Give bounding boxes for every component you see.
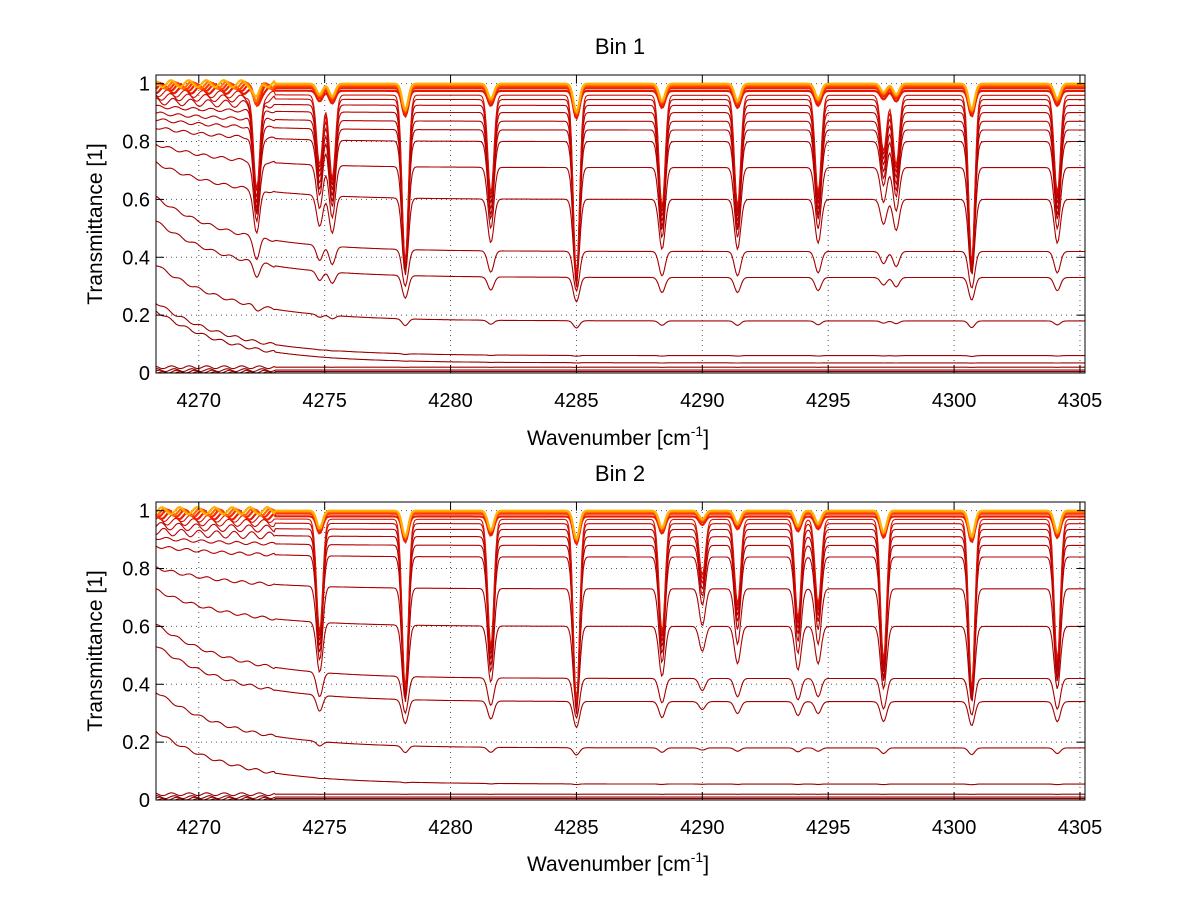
series-line-2 bbox=[155, 368, 1085, 373]
y-tick-label: 0.2 bbox=[122, 305, 150, 327]
series-line-8 bbox=[155, 195, 1085, 293]
chart-panel-bin-1: Bin 1 4270 4275 4280 4285 4290 4295 4300 4305 0 0… bbox=[84, 34, 1102, 450]
x-tick-label: 4300 bbox=[932, 817, 977, 839]
series-line-11 bbox=[155, 127, 1085, 286]
series-line-1 bbox=[155, 796, 1085, 801]
series-line-16 bbox=[155, 93, 1085, 277]
axes-frame bbox=[155, 501, 1086, 801]
x-tick-label: 4305 bbox=[1058, 817, 1103, 839]
ticks: 4270 4275 4280 4285 4290 4295 4300 4305 0 0.2 0.4 0… bbox=[122, 501, 1102, 839]
series-line-11 bbox=[155, 536, 1085, 711]
series-line-5 bbox=[155, 303, 1085, 357]
x-tick-label: 4285 bbox=[554, 390, 599, 412]
chart-title: Bin 2 bbox=[595, 461, 645, 486]
y-tick-label: 1 bbox=[139, 74, 150, 96]
series-line-2 bbox=[155, 795, 1085, 800]
series-line-15 bbox=[155, 97, 1085, 279]
y-tick-label: 0.6 bbox=[122, 616, 150, 638]
series-line-13 bbox=[155, 111, 1085, 285]
y-tick-label: 0.4 bbox=[122, 674, 150, 696]
series-line-18 bbox=[155, 85, 1085, 121]
chart-title: Bin 1 bbox=[595, 34, 645, 59]
series-line-16 bbox=[155, 510, 1085, 547]
y-tick-label: 0.6 bbox=[122, 189, 150, 211]
y-axis-label: Transmittance [1] bbox=[84, 143, 107, 304]
y-tick-label: 0 bbox=[139, 363, 150, 385]
series-line-17 bbox=[155, 89, 1085, 276]
y-tick-label: 0.8 bbox=[122, 559, 150, 581]
series-line-12 bbox=[155, 118, 1085, 288]
series-line-8 bbox=[155, 588, 1085, 708]
series-line-4 bbox=[155, 730, 1085, 786]
series-line-1 bbox=[155, 369, 1085, 374]
series-group bbox=[155, 79, 1085, 374]
y-tick-label: 0.2 bbox=[122, 732, 150, 754]
x-axis-label: Wavenumber [cm-1] bbox=[527, 423, 709, 450]
x-axis-label: Wavenumber [cm-1] bbox=[527, 849, 709, 876]
series-line-19 bbox=[155, 82, 1085, 118]
series-line-13 bbox=[155, 522, 1085, 705]
x-tick-label: 4270 bbox=[177, 817, 222, 839]
series-line-18 bbox=[155, 507, 1085, 543]
x-tick-label: 4270 bbox=[177, 390, 222, 412]
series-line-10 bbox=[155, 143, 1085, 281]
x-tick-label: 4295 bbox=[806, 390, 851, 412]
series-line-4 bbox=[155, 310, 1085, 364]
y-axis-label: Transmittance [1] bbox=[84, 570, 107, 731]
axes-frame bbox=[155, 74, 1086, 374]
chart-panel-bin-2: Bin 2 4270 4275 4280 4285 4290 4295 4300 4305 0 0… bbox=[84, 461, 1102, 876]
x-tick-label: 4275 bbox=[302, 817, 347, 839]
series-group bbox=[155, 506, 1085, 801]
x-tick-label: 4290 bbox=[680, 390, 725, 412]
series-line-5 bbox=[155, 692, 1085, 756]
series-line-17 bbox=[155, 508, 1085, 544]
y-tick-label: 0 bbox=[139, 790, 150, 812]
series-line-7 bbox=[155, 623, 1085, 720]
y-tick-label: 0.4 bbox=[122, 247, 150, 269]
x-tick-label: 4305 bbox=[1058, 390, 1103, 412]
series-line-20 bbox=[155, 81, 1085, 117]
series-line-15 bbox=[155, 513, 1085, 702]
x-tick-label: 4280 bbox=[428, 390, 473, 412]
series-line-10 bbox=[155, 545, 1085, 715]
y-tick-label: 1 bbox=[139, 501, 150, 523]
x-tick-label: 4280 bbox=[428, 817, 473, 839]
series-line-21 bbox=[155, 80, 1085, 116]
series-line-9 bbox=[155, 566, 1085, 709]
series-line-19 bbox=[155, 506, 1085, 542]
series-line-3 bbox=[155, 365, 1085, 370]
series-line-12 bbox=[155, 527, 1085, 708]
x-tick-label: 4290 bbox=[680, 817, 725, 839]
series-line-3 bbox=[155, 792, 1085, 797]
x-tick-label: 4300 bbox=[932, 390, 977, 412]
series-line-14 bbox=[155, 104, 1085, 282]
x-tick-label: 4295 bbox=[806, 817, 851, 839]
series-line-6 bbox=[155, 646, 1085, 729]
series-line-6 bbox=[155, 265, 1085, 329]
series-line-22 bbox=[155, 79, 1085, 115]
series-line-9 bbox=[155, 161, 1085, 281]
ticks: 4270 4275 4280 4285 4290 4295 4300 4305 0 0.2 0.4 0… bbox=[122, 74, 1102, 412]
series-line-14 bbox=[155, 517, 1085, 703]
y-tick-label: 0.8 bbox=[122, 132, 150, 154]
x-tick-label: 4275 bbox=[302, 390, 347, 412]
x-tick-label: 4285 bbox=[554, 817, 599, 839]
series-line-7 bbox=[155, 220, 1085, 303]
